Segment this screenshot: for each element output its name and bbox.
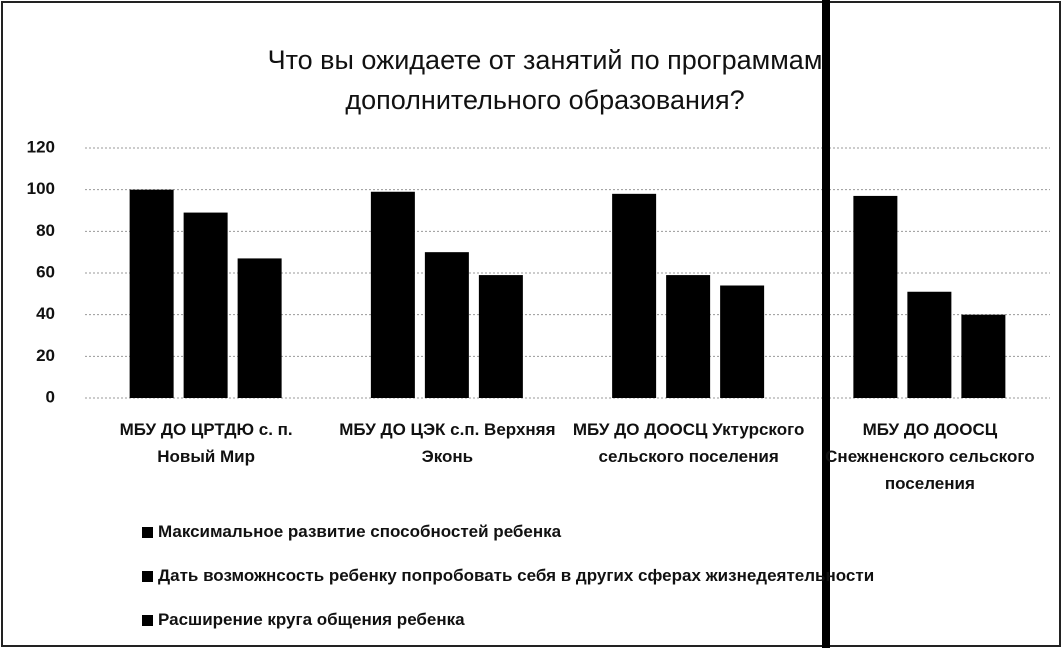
bar [853,195,898,398]
y-tick-label: 0 [46,387,55,406]
chart-title: Что вы ожидаете от занятий по программам… [267,45,823,115]
y-tick-label: 100 [27,179,55,198]
x-tick-label: МБУ ДО ДООСЦ Уктурского сельского поселе… [572,420,805,466]
y-tick-label: 40 [36,304,55,323]
legend-label: Дать возможнсость ребенку попробовать се… [158,566,875,585]
bar [907,291,952,398]
bar [720,285,765,398]
bar [237,258,282,398]
legend-swatch [142,615,153,626]
scan-artifact [822,0,830,648]
x-tick-label: МБУ ДО ЦЭК с.п. Верхняя Эконь [339,420,556,466]
bar [129,189,174,398]
legend-swatch [142,571,153,582]
bar [612,193,657,398]
bar [424,252,469,398]
y-tick-label: 80 [36,221,55,240]
y-tick-label: 120 [27,137,55,156]
y-tick-label: 20 [36,346,55,365]
y-tick-label: 60 [36,262,55,281]
bar [183,212,228,398]
x-tick-label: МБУ ДО ДООСЦ Снежненского сельского посе… [825,420,1035,493]
legend-label: Расширение круга общения ребенка [158,610,465,629]
legend-swatch [142,527,153,538]
bar [478,275,523,398]
x-tick-label: МБУ ДО ЦРТДЮ с. п. Новый Мир [119,420,293,466]
legend-label: Максимальное развитие способностей ребен… [158,522,562,541]
bar [961,314,1006,398]
bar [370,191,415,398]
bar [666,275,711,398]
